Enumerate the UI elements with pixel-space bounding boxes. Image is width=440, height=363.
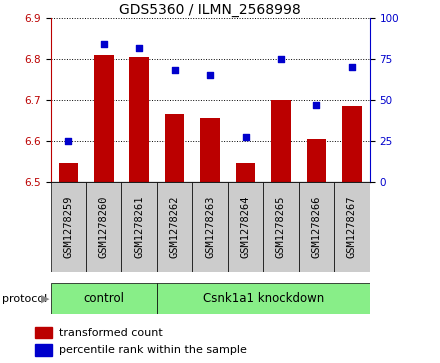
Bar <box>121 182 157 272</box>
Text: percentile rank within the sample: percentile rank within the sample <box>59 345 247 355</box>
Bar <box>129 57 149 182</box>
Bar <box>165 114 184 182</box>
Bar <box>263 182 299 272</box>
Bar <box>299 182 334 272</box>
Point <box>100 41 107 47</box>
Bar <box>94 55 114 182</box>
Point <box>242 134 249 140</box>
Point <box>207 72 214 78</box>
Bar <box>86 182 121 272</box>
Text: GSM1278267: GSM1278267 <box>347 196 357 258</box>
Bar <box>342 106 362 182</box>
Text: GSM1278262: GSM1278262 <box>170 196 180 258</box>
Text: protocol: protocol <box>2 294 48 303</box>
Bar <box>271 100 291 182</box>
Bar <box>228 182 263 272</box>
Text: GSM1278260: GSM1278260 <box>99 196 109 258</box>
Point <box>65 138 72 144</box>
Point <box>278 56 285 62</box>
Text: GSM1278263: GSM1278263 <box>205 196 215 258</box>
Bar <box>236 163 255 182</box>
Text: GSM1278261: GSM1278261 <box>134 196 144 258</box>
Title: GDS5360 / ILMN_2568998: GDS5360 / ILMN_2568998 <box>119 3 301 17</box>
Bar <box>36 344 52 356</box>
Bar <box>59 163 78 182</box>
Text: GSM1278264: GSM1278264 <box>241 196 250 258</box>
Text: ▶: ▶ <box>41 294 49 303</box>
Text: GSM1278259: GSM1278259 <box>63 196 73 258</box>
Bar <box>334 182 370 272</box>
Point <box>136 45 143 50</box>
Bar <box>192 182 228 272</box>
Bar <box>157 182 192 272</box>
Bar <box>36 327 52 338</box>
Text: transformed count: transformed count <box>59 327 163 338</box>
Point <box>171 68 178 73</box>
Bar <box>51 283 157 314</box>
Text: control: control <box>83 292 124 305</box>
Text: GSM1278265: GSM1278265 <box>276 196 286 258</box>
Bar <box>51 182 86 272</box>
Point <box>348 64 356 70</box>
Text: Csnk1a1 knockdown: Csnk1a1 knockdown <box>203 292 324 305</box>
Bar <box>307 139 326 182</box>
Point <box>313 102 320 107</box>
Bar <box>200 118 220 182</box>
Text: GSM1278266: GSM1278266 <box>312 196 322 258</box>
Bar <box>157 283 370 314</box>
